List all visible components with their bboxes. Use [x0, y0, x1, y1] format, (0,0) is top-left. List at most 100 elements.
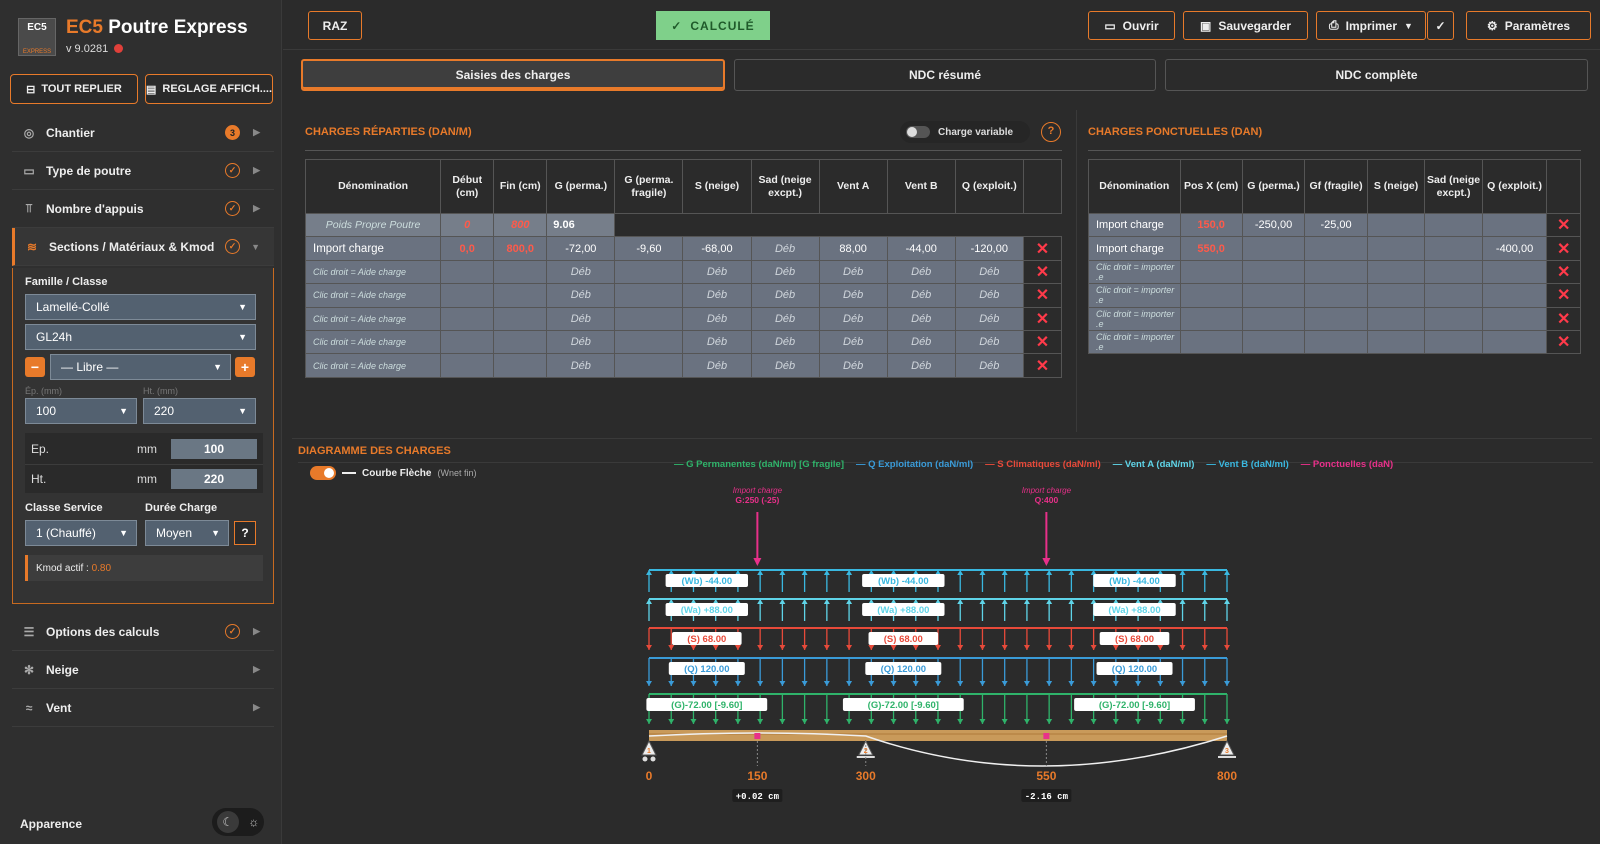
save-button[interactable]: ▣ Sauvegarder [1183, 11, 1308, 40]
prow-sad[interactable] [1424, 236, 1483, 261]
cell[interactable] [1424, 283, 1483, 308]
cell-deb[interactable]: Déb [750, 259, 820, 285]
cell-deb[interactable]: Déb [954, 306, 1024, 331]
cell-deb[interactable]: Déb [818, 259, 888, 285]
delete-icon[interactable]: ✕ [1022, 236, 1063, 261]
cell[interactable] [493, 259, 548, 285]
cell[interactable] [1481, 306, 1548, 331]
row-s[interactable]: -68,00 [682, 236, 752, 261]
nav-options[interactable]: ☰ Options des calculs ✓ ▶ [12, 613, 274, 651]
nav-type-poutre[interactable]: ▭ Type de poutre ✓ ▶ [12, 152, 274, 190]
table-row[interactable]: Import charge 550,0 -400,00 ✕ [1088, 236, 1581, 261]
cell-deb[interactable]: Déb [818, 353, 888, 378]
cell[interactable] [1241, 329, 1306, 355]
prow-g[interactable]: -250,00 [1241, 212, 1306, 238]
prow-s[interactable] [1366, 212, 1426, 238]
prow-posx[interactable]: 550,0 [1179, 236, 1243, 261]
prow-posx[interactable]: 150,0 [1179, 212, 1243, 238]
cell-deb[interactable]: Déb [886, 259, 956, 285]
delete-icon[interactable]: ✕ [1546, 259, 1581, 285]
cell-deb[interactable]: Déb [750, 329, 820, 355]
cell[interactable] [614, 259, 684, 285]
prow-denomination[interactable]: Import charge [1088, 236, 1181, 261]
cell[interactable] [1304, 329, 1368, 355]
classe-select[interactable]: GL24h ▼ [25, 324, 256, 350]
famille-select[interactable]: Lamellé-Collé ▼ [25, 294, 256, 320]
prow-s[interactable] [1366, 236, 1426, 261]
cell[interactable] [1304, 306, 1368, 331]
prow-hint[interactable]: Clic droit = importer .e [1088, 283, 1181, 308]
nav-neige[interactable]: ✻ Neige ▶ [12, 651, 274, 689]
ht-select[interactable]: 220 ▼ [143, 398, 256, 424]
cell-deb[interactable]: Déb [682, 306, 752, 331]
row-g[interactable]: -72,00 [546, 236, 616, 261]
calcule-status[interactable]: ✓ CALCULÉ [656, 11, 770, 40]
cell[interactable] [493, 353, 548, 378]
cell[interactable] [614, 283, 684, 308]
cell[interactable] [614, 329, 684, 355]
tab-ndc-resume[interactable]: NDC résumé [734, 59, 1156, 91]
prow-hint[interactable]: Clic droit = importer .e [1088, 329, 1181, 355]
minus-button[interactable]: − [25, 357, 45, 377]
cell[interactable] [493, 306, 548, 331]
row-hint[interactable]: Clic droit = Aide charge [304, 259, 442, 285]
nav-appuis[interactable]: ⫪ Nombre d'appuis ✓ ▶ [12, 190, 274, 228]
delete-icon[interactable]: ✕ [1546, 283, 1581, 308]
delete-icon[interactable]: ✕ [1546, 306, 1581, 331]
cell-deb[interactable]: Déb [682, 353, 752, 378]
nav-sections[interactable]: ≋ Sections / Matériaux & Kmod ✓ ▼ [12, 228, 274, 266]
cell[interactable] [1304, 259, 1368, 285]
table-row[interactable]: Clic droit = Aide charge Déb Déb Déb Déb Déb D… [304, 329, 1063, 355]
cell-deb[interactable]: Déb [682, 329, 752, 355]
row-sad[interactable]: Déb [750, 236, 820, 261]
cell[interactable] [1241, 283, 1306, 308]
reparties-help-button[interactable]: ? [1041, 122, 1061, 142]
charge-variable-toggle[interactable]: Charge variable [900, 121, 1030, 143]
print-button[interactable]: ⎙ Imprimer ▼ [1316, 11, 1426, 40]
cell[interactable] [1424, 259, 1483, 285]
table-row[interactable]: Import charge 0,0 800,0 -72,00 -9,60 -68… [304, 236, 1063, 261]
table-row[interactable]: Clic droit = importer .e ✕ [1088, 283, 1581, 308]
nav-vent[interactable]: ≈ Vent ▶ [12, 689, 274, 727]
row-q[interactable]: -120,00 [954, 236, 1024, 261]
tab-ndc-complete[interactable]: NDC complète [1165, 59, 1588, 91]
cell-deb[interactable]: Déb [818, 283, 888, 308]
cell[interactable] [493, 283, 548, 308]
cell[interactable] [1424, 329, 1483, 355]
open-button[interactable]: ▭ Ouvrir [1088, 11, 1175, 40]
cell-deb[interactable]: Déb [954, 259, 1024, 285]
cell-deb[interactable]: Déb [954, 353, 1024, 378]
cell[interactable] [614, 353, 684, 378]
cell[interactable] [1481, 329, 1548, 355]
duree-select[interactable]: Moyen ▼ [145, 520, 229, 546]
table-row[interactable]: Clic droit = importer .e ✕ [1088, 259, 1581, 285]
table-row[interactable]: Clic droit = Aide charge Déb Déb Déb Déb Déb D… [304, 306, 1063, 331]
prow-g[interactable] [1241, 236, 1306, 261]
cell[interactable] [1304, 283, 1368, 308]
delete-icon[interactable]: ✕ [1022, 259, 1063, 285]
cell-deb[interactable]: Déb [546, 306, 616, 331]
cell-deb[interactable]: Déb [546, 259, 616, 285]
row-hint[interactable]: Clic droit = Aide charge [304, 353, 442, 378]
ep-input[interactable]: 100 [171, 439, 257, 459]
row-denomination[interactable]: Import charge [304, 236, 442, 261]
cell[interactable] [493, 329, 548, 355]
table-row[interactable]: Clic droit = Aide charge Déb Déb Déb Déb Déb D… [304, 353, 1063, 378]
cell[interactable] [440, 259, 495, 285]
table-row[interactable]: Import charge 150,0 -250,00 -25,00 ✕ [1088, 212, 1581, 238]
cell[interactable] [440, 283, 495, 308]
row-debut[interactable]: 0,0 [440, 236, 495, 261]
prow-q[interactable]: -400,00 [1481, 236, 1548, 261]
ep-select[interactable]: 100 ▼ [25, 398, 137, 424]
delete-icon[interactable]: ✕ [1022, 283, 1063, 308]
delete-icon[interactable]: ✕ [1022, 329, 1063, 355]
cell[interactable] [440, 306, 495, 331]
libre-select[interactable]: — Libre — ▼ [50, 354, 231, 380]
cell-deb[interactable]: Déb [886, 306, 956, 331]
cell[interactable] [1241, 259, 1306, 285]
cell[interactable] [1366, 306, 1426, 331]
collapse-all-button[interactable]: ⊟ TOUT REPLIER [10, 74, 138, 104]
cell[interactable] [440, 329, 495, 355]
settings-button[interactable]: ⚙ Paramètres [1466, 11, 1591, 40]
display-settings-button[interactable]: ▤ REGLAGE AFFICH.... [145, 74, 273, 104]
